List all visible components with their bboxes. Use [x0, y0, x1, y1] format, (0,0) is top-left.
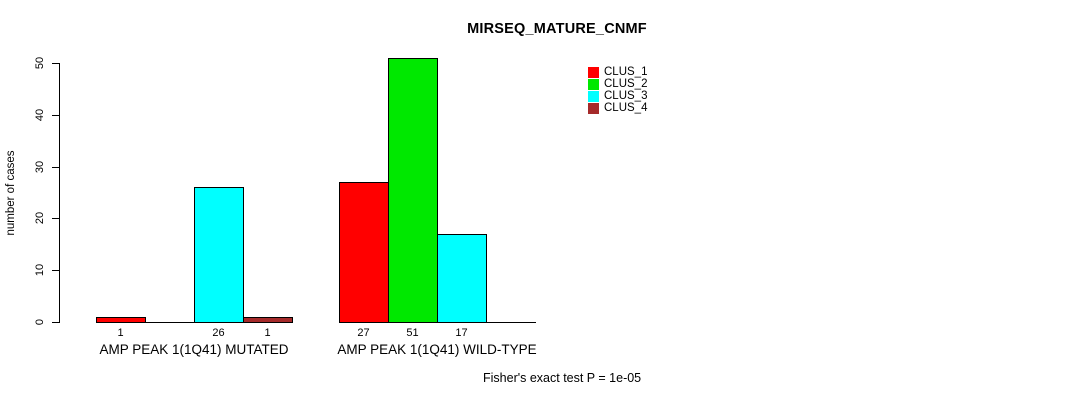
legend-swatch-CLUS_2 [588, 78, 599, 90]
bar-CLUS_4-group1 [243, 317, 293, 323]
bar-value-CLUS_4-group1: 1 [264, 327, 271, 339]
legend-swatch-CLUS_4 [588, 102, 599, 114]
y-tick-label-0: 0 [34, 318, 46, 326]
legend-item-CLUS_1: CLUS_1 [588, 66, 647, 78]
bar-value-CLUS_3-group2: 17 [455, 327, 468, 339]
bar-value-CLUS_1-group1: 1 [117, 327, 124, 339]
bar-value-CLUS_2-group2: 51 [406, 327, 419, 339]
bar-CLUS_2-group1-zero [145, 322, 195, 323]
y-tick-20 [52, 218, 59, 219]
fisher-test-annotation: Fisher's exact test P = 1e-05 [483, 371, 642, 385]
legend-label-CLUS_2: CLUS_2 [604, 78, 648, 90]
y-tick-30 [52, 167, 59, 168]
bar-CLUS_4-group2-zero [486, 322, 536, 323]
y-tick-0 [52, 322, 59, 323]
y-tick-50 [52, 63, 59, 64]
y-tick-label-10: 10 [34, 263, 46, 277]
y-axis-line [59, 63, 60, 323]
y-tick-label-40: 40 [34, 108, 46, 122]
y-tick-label-50: 50 [34, 56, 46, 70]
y-tick-label-30: 30 [34, 160, 46, 174]
legend-label-CLUS_1: CLUS_1 [604, 66, 648, 78]
bar-CLUS_2-group2 [388, 58, 438, 323]
chart-title: MIRSEQ_MATURE_CNMF [467, 21, 647, 37]
legend-swatch-CLUS_1 [588, 66, 599, 78]
bar-value-CLUS_3-group1: 26 [212, 327, 225, 339]
bar-CLUS_3-group1 [194, 187, 244, 323]
y-tick-10 [52, 270, 59, 271]
bar-CLUS_3-group2 [437, 234, 487, 323]
legend-item-CLUS_3: CLUS_3 [588, 90, 647, 102]
legend-item-CLUS_4: CLUS_4 [588, 102, 647, 114]
bar-CLUS_1-group1 [96, 317, 146, 323]
y-tick-40 [52, 115, 59, 116]
category-label-group1: AMP PEAK 1(1Q41) MUTATED [99, 342, 289, 357]
legend-swatch-CLUS_3 [588, 90, 599, 102]
legend-label-CLUS_3: CLUS_3 [604, 90, 648, 102]
legend-label-CLUS_4: CLUS_4 [604, 102, 648, 114]
y-axis-label: number of cases [5, 150, 17, 236]
legend-item-CLUS_2: CLUS_2 [588, 78, 647, 90]
legend: CLUS_1 CLUS_2 CLUS_3 CLUS_4 [588, 66, 647, 114]
bar-CLUS_1-group2 [339, 182, 389, 323]
bar-value-CLUS_1-group2: 27 [357, 327, 370, 339]
y-tick-label-20: 20 [34, 211, 46, 225]
category-label-group2: AMP PEAK 1(1Q41) WILD-TYPE [337, 342, 537, 357]
